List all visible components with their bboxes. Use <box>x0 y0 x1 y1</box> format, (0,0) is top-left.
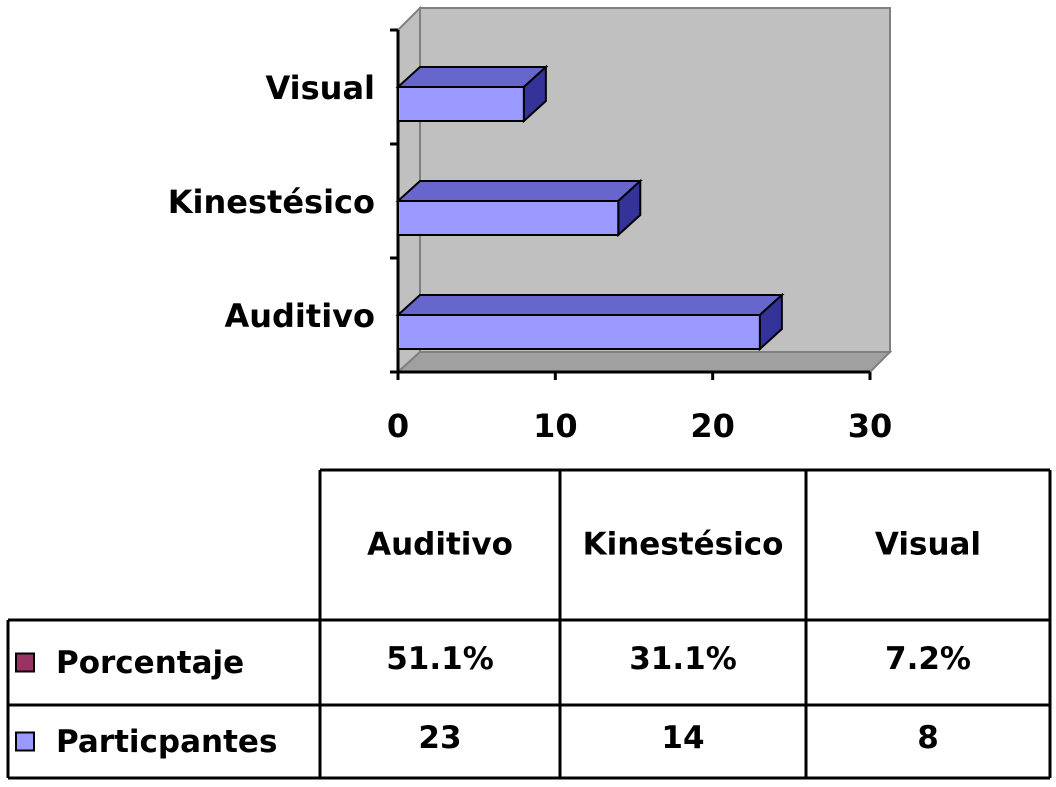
y-tick-label: Visual <box>265 69 375 107</box>
table-cell: 23 <box>418 720 461 756</box>
legend-label: Particpantes <box>56 724 277 760</box>
bar <box>397 314 761 350</box>
table-cell: 14 <box>661 720 704 756</box>
table-cell: 7.2% <box>885 641 971 677</box>
table-cell: 51.1% <box>386 641 494 677</box>
bar-top <box>395 294 785 316</box>
x-tick-label: 30 <box>848 407 893 445</box>
legend-label: Porcentaje <box>56 645 244 681</box>
bar-top <box>395 66 549 88</box>
legend-key <box>15 652 35 673</box>
table-header: Visual <box>875 527 981 563</box>
bar <box>397 200 620 236</box>
x-tick-label: 10 <box>533 407 578 445</box>
bar <box>397 86 525 122</box>
x-tick-label: 20 <box>690 407 735 445</box>
table-header: Kinestésico <box>583 527 784 563</box>
y-tick-label: Auditivo <box>224 297 375 335</box>
y-tick-label: Kinestésico <box>168 183 375 221</box>
x-tick-label: 0 <box>387 407 409 445</box>
table-cell: 8 <box>917 720 939 756</box>
table-header: Auditivo <box>367 527 513 563</box>
table-cell: 31.1% <box>629 641 737 677</box>
legend-key <box>15 731 35 752</box>
floor <box>395 351 893 373</box>
bar-top <box>395 180 643 202</box>
